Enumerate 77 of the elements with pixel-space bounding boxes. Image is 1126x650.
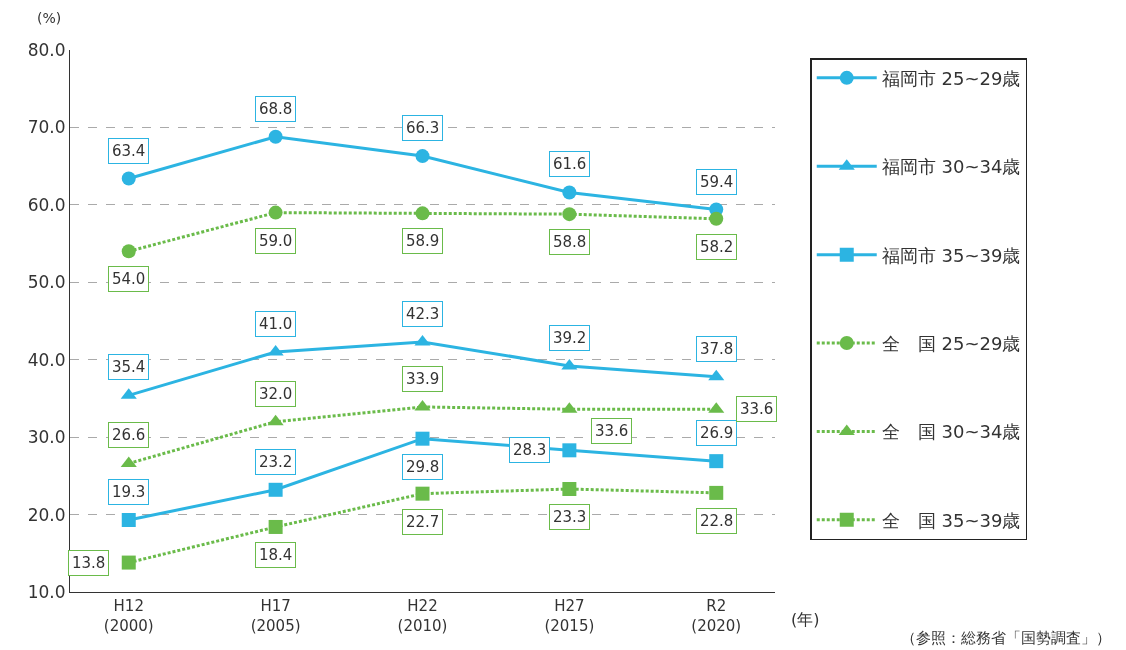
y-tick-label: 50.0 bbox=[27, 272, 66, 293]
data-label: 19.3 bbox=[112, 483, 146, 501]
point bbox=[415, 149, 430, 164]
data-label: 33.6 bbox=[595, 422, 629, 440]
data-label: 32.0 bbox=[259, 385, 293, 403]
point bbox=[709, 485, 724, 500]
data-label: 58.2 bbox=[700, 238, 734, 256]
y-tick-label: 70.0 bbox=[27, 117, 66, 138]
point bbox=[562, 185, 577, 200]
point bbox=[267, 414, 284, 426]
data-label: 41.0 bbox=[259, 315, 293, 333]
data-label: 61.6 bbox=[553, 155, 587, 173]
point bbox=[709, 211, 724, 226]
point bbox=[708, 369, 725, 381]
legend-label: 福岡市 35~39歳 bbox=[881, 244, 1021, 266]
data-label: 18.4 bbox=[259, 546, 293, 564]
data-label: 54.0 bbox=[112, 270, 146, 288]
x-tick-label: H12 (2000) bbox=[103, 597, 154, 635]
data-label: 29.8 bbox=[406, 458, 440, 476]
point bbox=[267, 344, 284, 356]
data-label: 26.9 bbox=[700, 424, 734, 442]
point bbox=[268, 519, 283, 534]
data-label: 58.9 bbox=[406, 232, 440, 250]
data-label: 66.3 bbox=[406, 119, 440, 137]
point bbox=[268, 129, 283, 144]
point bbox=[121, 244, 136, 259]
data-label: 37.8 bbox=[700, 340, 734, 358]
data-label: 33.6 bbox=[740, 400, 774, 418]
point bbox=[268, 482, 283, 497]
data-label: 39.2 bbox=[553, 329, 587, 347]
data-label: 26.6 bbox=[112, 426, 146, 444]
data-label: 23.2 bbox=[259, 453, 293, 471]
data-label: 33.9 bbox=[406, 370, 440, 388]
data-label: 35.4 bbox=[112, 358, 146, 376]
y-axis-title: (%) bbox=[37, 10, 62, 26]
point bbox=[562, 443, 577, 458]
point bbox=[415, 486, 430, 501]
point bbox=[121, 171, 136, 186]
legend-label: 福岡市 25~29歳 bbox=[881, 67, 1021, 89]
point bbox=[415, 206, 430, 221]
legend-label: 全 国 30~34歳 bbox=[881, 421, 1021, 443]
point bbox=[414, 399, 431, 411]
x-tick-label: H22 (2010) bbox=[397, 597, 448, 635]
point bbox=[121, 555, 136, 570]
legend-label: 全 国 25~29歳 bbox=[881, 333, 1021, 355]
point bbox=[268, 205, 283, 220]
data-label: 22.8 bbox=[700, 512, 734, 530]
point bbox=[414, 334, 431, 346]
data-label: 58.8 bbox=[553, 233, 587, 251]
data-label: 68.8 bbox=[259, 100, 293, 118]
x-tick-label: H27 (2015) bbox=[544, 597, 595, 635]
data-label: 63.4 bbox=[112, 142, 146, 160]
data-label: 22.7 bbox=[406, 513, 440, 531]
data-label: 42.3 bbox=[406, 305, 440, 323]
y-tick-label: 40.0 bbox=[27, 349, 66, 370]
data-label: 59.4 bbox=[700, 173, 734, 191]
y-tick-label: 20.0 bbox=[27, 504, 66, 525]
point bbox=[561, 358, 578, 370]
data-label: 13.8 bbox=[72, 554, 106, 572]
point bbox=[415, 431, 430, 446]
y-tick-label: 30.0 bbox=[27, 427, 66, 448]
data-label: 28.3 bbox=[513, 441, 547, 459]
data-label: 23.3 bbox=[553, 508, 587, 526]
y-tick-label: 60.0 bbox=[27, 194, 66, 215]
x-tick-label: H17 (2005) bbox=[250, 597, 301, 635]
y-tick-label: 10.0 bbox=[27, 581, 66, 602]
point bbox=[709, 454, 724, 469]
legend-label: 全 国 35~39歳 bbox=[881, 509, 1021, 531]
x-axis-title: (年) bbox=[791, 610, 820, 629]
point bbox=[562, 207, 577, 222]
point bbox=[562, 482, 577, 497]
y-tick-label: 80.0 bbox=[27, 39, 66, 60]
text: （参照：総務省「国勢調査」） bbox=[901, 629, 1111, 647]
data-label: 59.0 bbox=[259, 232, 293, 250]
legend-label: 福岡市 30~34歳 bbox=[881, 156, 1021, 178]
point bbox=[121, 512, 136, 527]
x-tick-label: R2 (2020) bbox=[691, 597, 742, 635]
